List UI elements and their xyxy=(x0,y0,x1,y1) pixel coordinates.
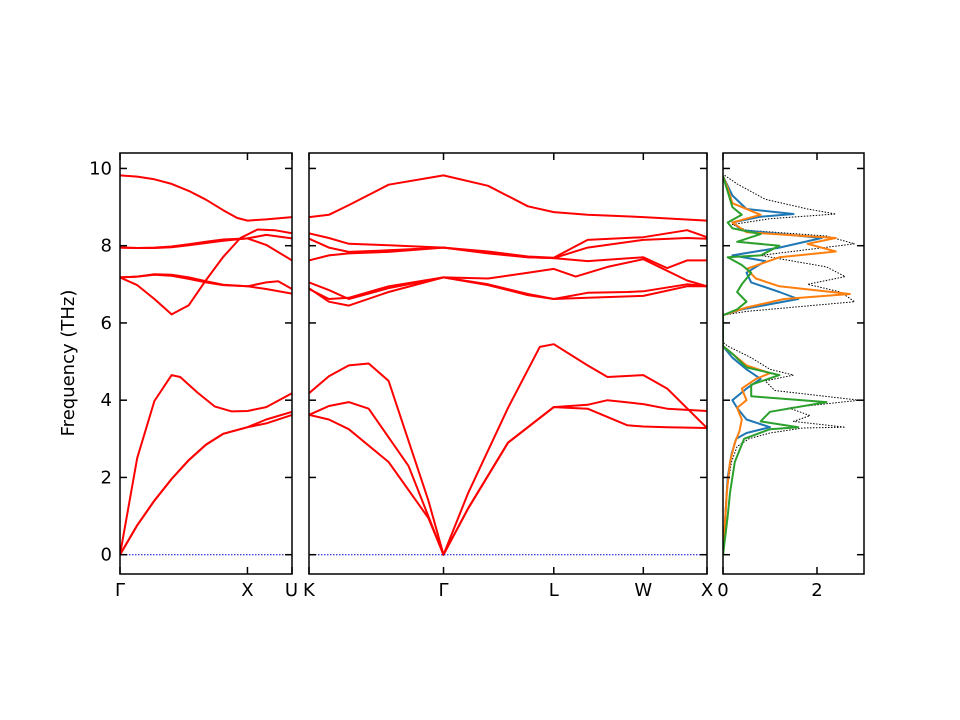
series-line-1 xyxy=(309,229,707,259)
series-line-7 xyxy=(120,413,292,556)
series-line-5 xyxy=(309,276,707,307)
series-line-2 xyxy=(120,237,292,262)
y-axis-title: Frequency (THz) xyxy=(58,290,79,437)
series-line-6 xyxy=(120,374,292,555)
y-tick-label: 2 xyxy=(101,467,112,488)
panel-frame xyxy=(722,152,865,575)
panel-frame xyxy=(308,152,708,575)
series-line-0 xyxy=(309,174,707,222)
series-line-3 xyxy=(723,175,828,555)
x-tick-label: 2 xyxy=(811,580,822,601)
series-line-3 xyxy=(309,246,707,270)
series-line-3 xyxy=(120,273,292,295)
series-line-5 xyxy=(120,273,292,290)
y-tick-label: 6 xyxy=(101,313,112,334)
series-line-9 xyxy=(309,406,707,556)
series-line-6 xyxy=(309,276,707,300)
plot-area xyxy=(120,174,292,556)
x-tick-label: U xyxy=(285,580,298,601)
series-line-2 xyxy=(723,175,851,555)
x-tick-label: L xyxy=(549,580,559,601)
series-line-4 xyxy=(120,228,292,316)
series-line-4 xyxy=(309,258,707,300)
series-line-8 xyxy=(120,410,292,556)
x-tick-label: X xyxy=(701,580,713,601)
series-line-8 xyxy=(309,399,707,556)
x-tick-label: X xyxy=(241,580,253,601)
y-tick-label: 4 xyxy=(101,390,112,411)
x-tick-label: 0 xyxy=(717,580,728,601)
plot-area xyxy=(723,173,860,555)
plot-area xyxy=(309,174,707,556)
y-tick-label: 8 xyxy=(101,236,112,257)
series-line-7 xyxy=(309,343,707,556)
x-tick-label: K xyxy=(303,580,316,601)
y-tick-label: 10 xyxy=(89,158,112,179)
x-tick-label: Γ xyxy=(439,580,449,601)
y-tick-label: 0 xyxy=(101,545,112,566)
series-line-0 xyxy=(120,174,292,222)
x-tick-label: W xyxy=(634,580,652,601)
x-tick-label: Γ xyxy=(115,580,125,601)
panel-frame xyxy=(119,152,293,575)
band-panel-1: 0 2 4 6 8 10 Γ X U xyxy=(89,152,298,601)
